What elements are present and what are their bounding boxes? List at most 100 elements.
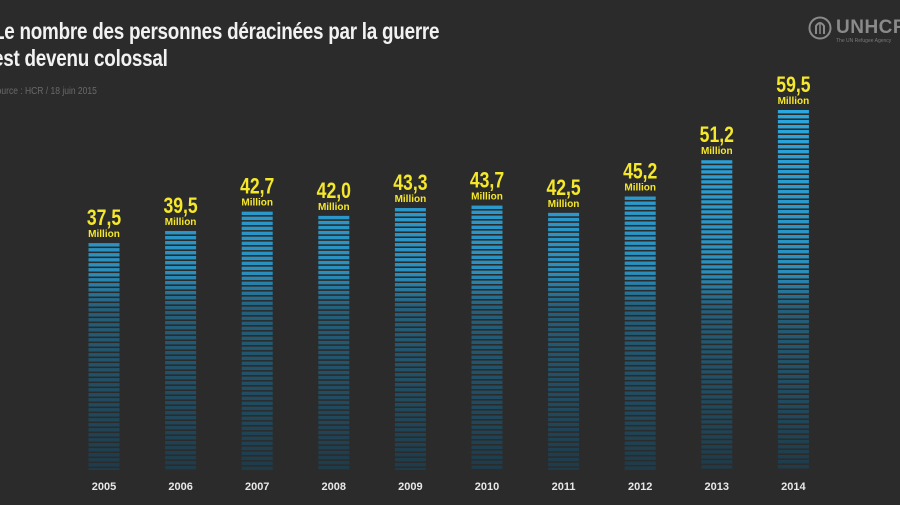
bar-stripe bbox=[624, 201, 656, 205]
bar-stripe bbox=[165, 296, 197, 300]
bar-stripe bbox=[394, 218, 426, 222]
bar-stripe bbox=[165, 336, 197, 340]
bar-stripe bbox=[241, 436, 273, 441]
bar-stripe bbox=[471, 320, 503, 324]
bar-stripe bbox=[777, 375, 809, 379]
bar-stripe bbox=[471, 345, 503, 349]
bar-stripe bbox=[165, 371, 197, 375]
bar-stripe bbox=[777, 175, 809, 179]
bar-stripe bbox=[318, 290, 350, 295]
unhcr-logo: UNHCR The UN Refugee Agency bbox=[808, 16, 900, 44]
bar-stripe bbox=[241, 316, 273, 321]
bar-stripe bbox=[777, 270, 809, 274]
bar-stripe bbox=[471, 375, 503, 379]
bar-stripe bbox=[165, 341, 197, 345]
bar-stripe bbox=[241, 281, 273, 286]
bar-stripe bbox=[701, 465, 733, 469]
bar-stripe bbox=[777, 190, 809, 194]
bar-stripe bbox=[318, 235, 350, 240]
bar-stripe bbox=[624, 396, 656, 400]
bar-stripe bbox=[318, 215, 350, 220]
bar-stripe bbox=[471, 210, 503, 214]
bar-stripe bbox=[777, 410, 809, 414]
bar-stripe bbox=[165, 251, 197, 255]
bar-stripe bbox=[241, 221, 273, 226]
bar-stripe bbox=[777, 250, 809, 254]
bar-stripe bbox=[777, 465, 809, 469]
bar-stripe bbox=[88, 448, 120, 452]
bar-stripe bbox=[88, 298, 120, 302]
bar-stripe bbox=[394, 458, 426, 462]
bar-stripe bbox=[394, 273, 426, 277]
bar-stripe bbox=[88, 398, 120, 402]
bar-2008 bbox=[318, 215, 350, 470]
bar-stripe bbox=[471, 295, 503, 299]
bar-stripe bbox=[624, 381, 656, 385]
bar-stripe bbox=[548, 387, 580, 392]
bar-stripe bbox=[624, 261, 656, 265]
bar-stripe bbox=[88, 343, 120, 347]
bar-stripe bbox=[624, 451, 656, 455]
bar-stripe bbox=[241, 406, 273, 411]
bar-stripe bbox=[318, 285, 350, 290]
bar-stripe bbox=[241, 251, 273, 256]
bar-stripe bbox=[701, 230, 733, 234]
bar-stripe bbox=[471, 415, 503, 419]
bar-stripe bbox=[624, 441, 656, 445]
bar-stripe bbox=[165, 351, 197, 355]
value-label: 42,5 bbox=[546, 176, 580, 200]
bar-stripe bbox=[471, 275, 503, 279]
bar-stripe bbox=[471, 240, 503, 244]
bar-stripe bbox=[394, 208, 426, 212]
bar-stripe bbox=[471, 420, 503, 424]
bar-stripe bbox=[777, 185, 809, 189]
bar-stripe bbox=[241, 286, 273, 291]
bar-stripe bbox=[241, 311, 273, 316]
bar-stripe bbox=[241, 446, 273, 451]
bar-stripe bbox=[548, 382, 580, 387]
bar-stripe bbox=[548, 332, 580, 337]
bar-stripe bbox=[548, 217, 580, 222]
bar-stripe bbox=[701, 420, 733, 424]
bar-stripe bbox=[394, 293, 426, 297]
bar-stripe bbox=[318, 315, 350, 320]
bar-stripe bbox=[471, 430, 503, 434]
bar-stripe bbox=[777, 310, 809, 314]
bar-stripe bbox=[701, 450, 733, 454]
bar-stripe bbox=[471, 465, 503, 469]
bar-stripe bbox=[471, 235, 503, 239]
bar-stripe bbox=[471, 355, 503, 359]
bar-stripe bbox=[471, 230, 503, 234]
bar-stripe bbox=[241, 211, 273, 216]
bar-stripe bbox=[701, 315, 733, 319]
bar-stripe bbox=[548, 227, 580, 232]
bar-stripe bbox=[701, 325, 733, 329]
bar-stripe bbox=[701, 195, 733, 199]
bar-stripe bbox=[88, 363, 120, 367]
bar-stripe bbox=[548, 247, 580, 252]
bar-stripe bbox=[165, 261, 197, 265]
bar-stripe bbox=[165, 446, 197, 450]
bar-stripe bbox=[777, 135, 809, 139]
bar-stripe bbox=[318, 300, 350, 305]
bar-stripe bbox=[548, 297, 580, 302]
bar-stripe bbox=[88, 283, 120, 287]
bar-stripe bbox=[777, 285, 809, 289]
bar-stripe bbox=[318, 460, 350, 465]
value-label: 45,2 bbox=[623, 160, 657, 184]
bar-stripe bbox=[701, 310, 733, 314]
bar-stripe bbox=[88, 433, 120, 437]
bar-stripe bbox=[394, 393, 426, 397]
bar-stripe bbox=[394, 233, 426, 237]
bar-stripe bbox=[777, 235, 809, 239]
bar-stripe bbox=[394, 308, 426, 312]
bar-stripe bbox=[777, 215, 809, 219]
bar-stripe bbox=[394, 228, 426, 232]
bar-stripe bbox=[777, 370, 809, 374]
value-label: 37,5 bbox=[87, 206, 121, 230]
bar-stripe bbox=[318, 245, 350, 250]
bar-2009 bbox=[394, 208, 426, 470]
bar-stripe bbox=[624, 221, 656, 225]
bar-stripe bbox=[88, 458, 120, 462]
bar-stripe bbox=[394, 378, 426, 382]
